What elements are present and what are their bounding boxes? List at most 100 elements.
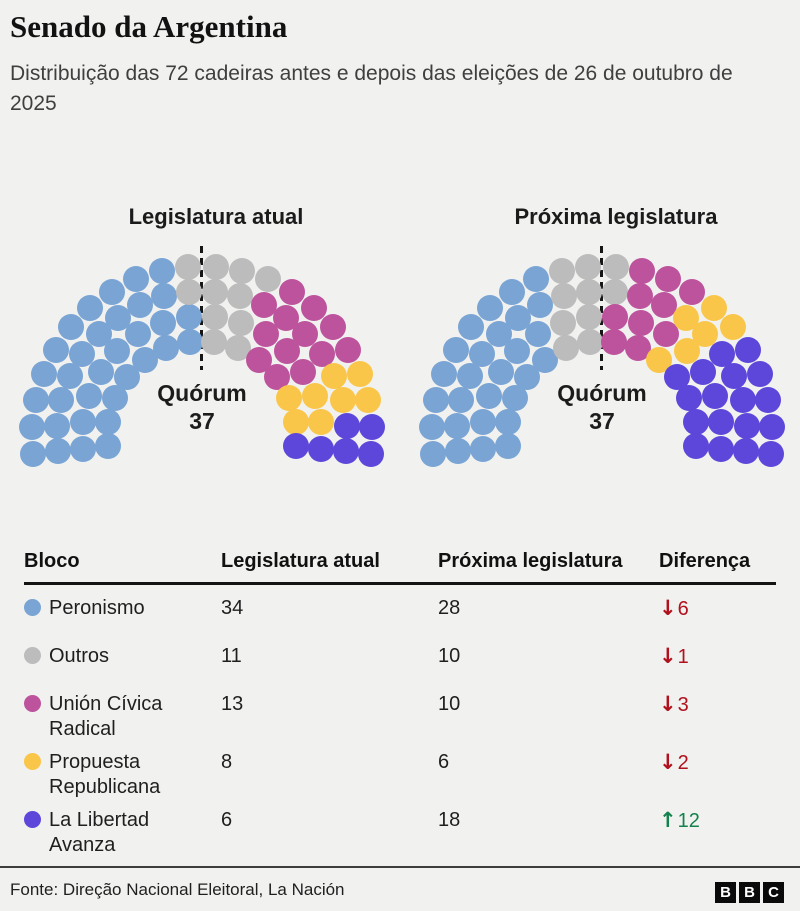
diff-value: 12	[677, 810, 700, 832]
chart-current-legislature: Legislatura atual Quórum 37	[0, 196, 400, 496]
seat-dot	[650, 291, 677, 318]
seat-dot	[601, 328, 628, 355]
party-color-dot	[24, 599, 41, 616]
arrow-down-icon: ↓	[659, 644, 677, 668]
seat-dot	[19, 440, 46, 467]
seats-next-value: 18	[438, 809, 461, 831]
seat-dot	[44, 438, 71, 465]
seat-dot	[98, 278, 125, 305]
seat-dot	[175, 303, 202, 330]
party-name: La Libertad Avanza	[49, 809, 150, 856]
party-name: Unión Cívica Radical	[49, 693, 163, 740]
arrow-down-icon: ↓	[659, 750, 677, 774]
seat-dot	[444, 438, 471, 465]
diff-cell: ↑12	[659, 808, 776, 834]
seat-dot	[56, 363, 83, 390]
seat-dot	[655, 266, 682, 293]
bbc-logo: B B C	[715, 882, 784, 903]
seat-dot	[419, 413, 446, 440]
seat-dot	[228, 309, 255, 336]
seat-dot	[255, 266, 282, 293]
diff-value: 3	[677, 694, 689, 716]
seat-dot	[576, 328, 603, 355]
seat-dot	[469, 408, 496, 435]
seat-dot	[729, 387, 756, 414]
seat-dot	[308, 435, 335, 462]
table-row: La Libertad Avanza 6 18 ↑12	[24, 797, 776, 861]
column-header-diff: Diferença	[659, 550, 751, 572]
bbc-logo-block: C	[763, 882, 784, 903]
seat-dot	[358, 413, 385, 440]
seat-dot	[522, 266, 549, 293]
seat-dot	[290, 358, 317, 385]
seat-dot	[250, 291, 277, 318]
arrow-down-icon: ↓	[659, 692, 677, 716]
party-color-dot	[24, 695, 41, 712]
seat-dot	[548, 257, 575, 284]
seat-dot	[747, 360, 774, 387]
seats-next-value: 6	[438, 751, 450, 773]
hemicycle-next: Quórum 37	[400, 196, 800, 496]
seat-dot	[151, 283, 178, 310]
seat-dot	[308, 408, 335, 435]
seat-dot	[302, 382, 329, 409]
seat-dot	[626, 283, 653, 310]
hemicycle-current: Quórum 37	[0, 196, 400, 496]
seat-dot	[498, 278, 525, 305]
hemicycle-charts: Legislatura atual Quórum 37 Próxima legi…	[0, 196, 800, 496]
seat-dot	[319, 314, 346, 341]
diff-value: 2	[677, 752, 689, 774]
seat-dot	[201, 328, 228, 355]
seat-dot	[735, 336, 762, 363]
party-cell: Propuesta Republicana	[24, 750, 221, 800]
footer-divider	[0, 866, 800, 868]
source-text: Fonte: Direção Nacional Eleitoral, La Na…	[10, 880, 345, 899]
seat-dot	[448, 387, 475, 414]
seat-dot	[58, 314, 85, 341]
seat-dot	[226, 283, 253, 310]
quorum-line	[600, 246, 603, 370]
seat-dot	[475, 382, 502, 409]
seat-dot	[202, 303, 229, 330]
seat-dot	[347, 360, 374, 387]
table-header-row: Bloco Legislatura atual Próxima legislat…	[24, 550, 776, 585]
seat-dot	[276, 385, 303, 412]
seat-dot	[48, 387, 75, 414]
bbc-logo-block: B	[715, 882, 736, 903]
seat-dot	[333, 412, 360, 439]
seat-dot	[721, 363, 748, 390]
seat-dot	[333, 438, 360, 465]
seat-dot	[69, 408, 96, 435]
seat-dot	[22, 386, 49, 413]
seat-dot	[527, 291, 554, 318]
seat-dot	[629, 257, 656, 284]
seat-dot	[202, 253, 229, 280]
seats-current-value: 8	[221, 751, 233, 773]
seat-dot	[575, 303, 602, 330]
seat-dot	[576, 278, 603, 305]
party-color-dot	[24, 811, 41, 828]
seat-dot	[682, 408, 709, 435]
seat-dot	[700, 294, 727, 321]
seat-dot	[690, 358, 717, 385]
seats-next-value: 10	[438, 645, 461, 667]
seats-current-value: 6	[221, 809, 233, 831]
seat-dot	[104, 337, 131, 364]
seat-dot	[42, 336, 69, 363]
seat-dot	[602, 253, 629, 280]
seat-dot	[442, 336, 469, 363]
seat-dot	[419, 440, 446, 467]
seat-dot	[87, 358, 114, 385]
seat-dot	[153, 335, 180, 361]
seat-dot	[30, 360, 57, 387]
quorum-line	[200, 246, 203, 370]
seat-dot	[430, 360, 457, 387]
seat-dot	[575, 253, 602, 280]
diff-value: 1	[677, 646, 689, 668]
seat-dot	[355, 386, 382, 413]
party-name: Propuesta Republicana	[49, 751, 161, 798]
chart-title: Próxima legislatura	[514, 204, 718, 229]
seat-dot	[283, 432, 310, 459]
seat-dot	[69, 435, 96, 462]
